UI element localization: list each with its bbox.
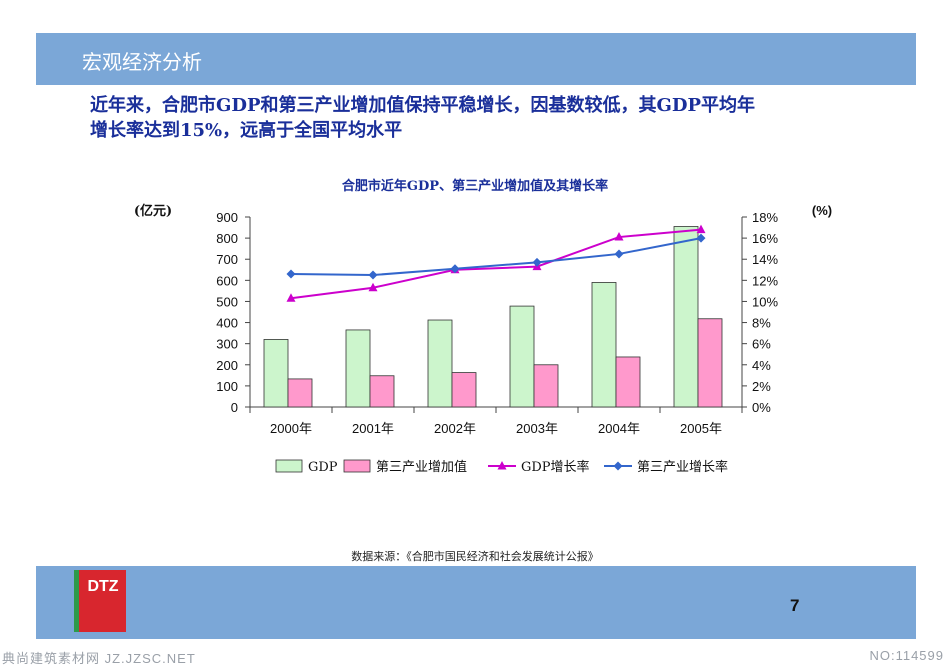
dtz-logo: DTZ: [74, 570, 126, 632]
y-tick-label-right: 18%: [752, 210, 778, 225]
gdp-growth-point: [614, 232, 624, 241]
legend-label-gdp: GDP: [308, 460, 338, 475]
bar-gdp: [673, 226, 699, 408]
tertiary-growth-line: [290, 237, 702, 277]
tertiary-growth-point: [532, 257, 542, 267]
y-tick-label-left: 0: [231, 400, 238, 415]
x-tick-label: 2001年: [352, 421, 394, 436]
tertiary-growth-point: [286, 269, 296, 279]
y-tick-label-right: 12%: [752, 273, 778, 288]
y-tick-label-left: 300: [216, 337, 238, 352]
bar-gdp: [591, 282, 617, 408]
bar-gdp: [509, 305, 535, 408]
tertiary-growth-point: [696, 233, 706, 243]
legend-label-tertiary: 第三产业增加值: [376, 459, 467, 475]
y-tick-label-left: 200: [216, 358, 238, 373]
logo-text: DTZ: [87, 578, 119, 595]
tertiary-growth-point: [450, 264, 460, 274]
legend-marker-gdp-growth: [497, 461, 507, 470]
x-tick-label: 2000年: [270, 421, 312, 436]
y-tick-label-right: 2%: [752, 379, 771, 394]
y-axis-right-label: (%): [812, 203, 832, 218]
legend-swatch-tertiary: [343, 459, 371, 473]
y-tick-label-right: 14%: [752, 252, 778, 267]
headline-line-1: 近年来，合肥市GDP和第三产业增加值保持平稳增长，因基数较低，其GDP平均年: [90, 95, 756, 116]
tertiary-growth-point: [368, 270, 378, 280]
gdp-growth-point: [286, 293, 296, 302]
bar-gdp: [427, 319, 453, 408]
gdp-growth-point: [368, 282, 378, 292]
title-bar: 宏观经济分析: [36, 33, 916, 85]
y-axis-left-label: (亿元): [134, 203, 172, 219]
chart-title: 合肥市近年GDP、第三产业增加值及其增长率: [342, 178, 608, 194]
x-tick-label: 2002年: [434, 421, 476, 436]
bar-tertiary: [369, 375, 395, 408]
y-tick-label-left: 900: [216, 210, 238, 225]
y-tick-label-right: 16%: [752, 231, 778, 246]
watermark-left: 典尚建筑素材网 JZ.JZSC.NET: [2, 651, 196, 666]
headline: 近年来，合肥市GDP和第三产业增加值保持平稳增长，因基数较低，其GDP平均年 增…: [90, 93, 890, 143]
bar-tertiary: [697, 318, 723, 408]
page-number: 7: [790, 596, 800, 615]
footer-bar: DTZ 7: [36, 566, 916, 639]
bar-tertiary: [533, 364, 559, 408]
chart: 合肥市近年GDP、第三产业增加值及其增长率 (亿元) (%) 0 100 200 300 40…: [134, 178, 832, 475]
x-tick-label: 2003年: [516, 421, 558, 436]
page-title: 宏观经济分析: [82, 50, 202, 74]
y-tick-label-right: 10%: [752, 294, 778, 309]
y-tick-label-right: 8%: [752, 316, 771, 331]
bar-gdp: [345, 329, 371, 408]
y-tick-label-right: 0%: [752, 400, 771, 415]
y-tick-label-left: 100: [216, 379, 238, 394]
bar-tertiary: [287, 378, 313, 408]
y-tick-label-left: 700: [216, 252, 238, 267]
y-tick-label-left: 600: [216, 273, 238, 288]
source-note: 数据来源：《合肥市国民经济和社会发展统计公报》: [351, 550, 599, 563]
legend-label-gdp-growth: GDP增长率: [521, 459, 590, 475]
legend-swatch-gdp: [275, 459, 303, 473]
legend-marker-tertiary-growth: [613, 461, 623, 471]
y-tick-label-left: 500: [216, 294, 238, 309]
y-tick-label-left: 800: [216, 231, 238, 246]
bar-gdp: [263, 339, 289, 408]
x-tick-label: 2005年: [680, 421, 722, 436]
bar-tertiary: [451, 372, 477, 408]
bar-tertiary: [615, 356, 641, 408]
headline-line-2: 增长率达到15%，远高于全国平均水平: [90, 120, 403, 141]
gdp-growth-point: [696, 224, 706, 234]
y-tick-label-right: 4%: [752, 358, 771, 373]
y-tick-label-left: 400: [216, 316, 238, 331]
watermark-right: NO:114599: [869, 648, 944, 663]
gdp-growth-line: [290, 228, 702, 300]
legend-label-tertiary-growth: 第三产业增长率: [637, 459, 728, 475]
tertiary-growth-point: [614, 249, 624, 259]
x-tick-label: 2004年: [598, 421, 640, 436]
y-tick-label-right: 6%: [752, 337, 771, 352]
